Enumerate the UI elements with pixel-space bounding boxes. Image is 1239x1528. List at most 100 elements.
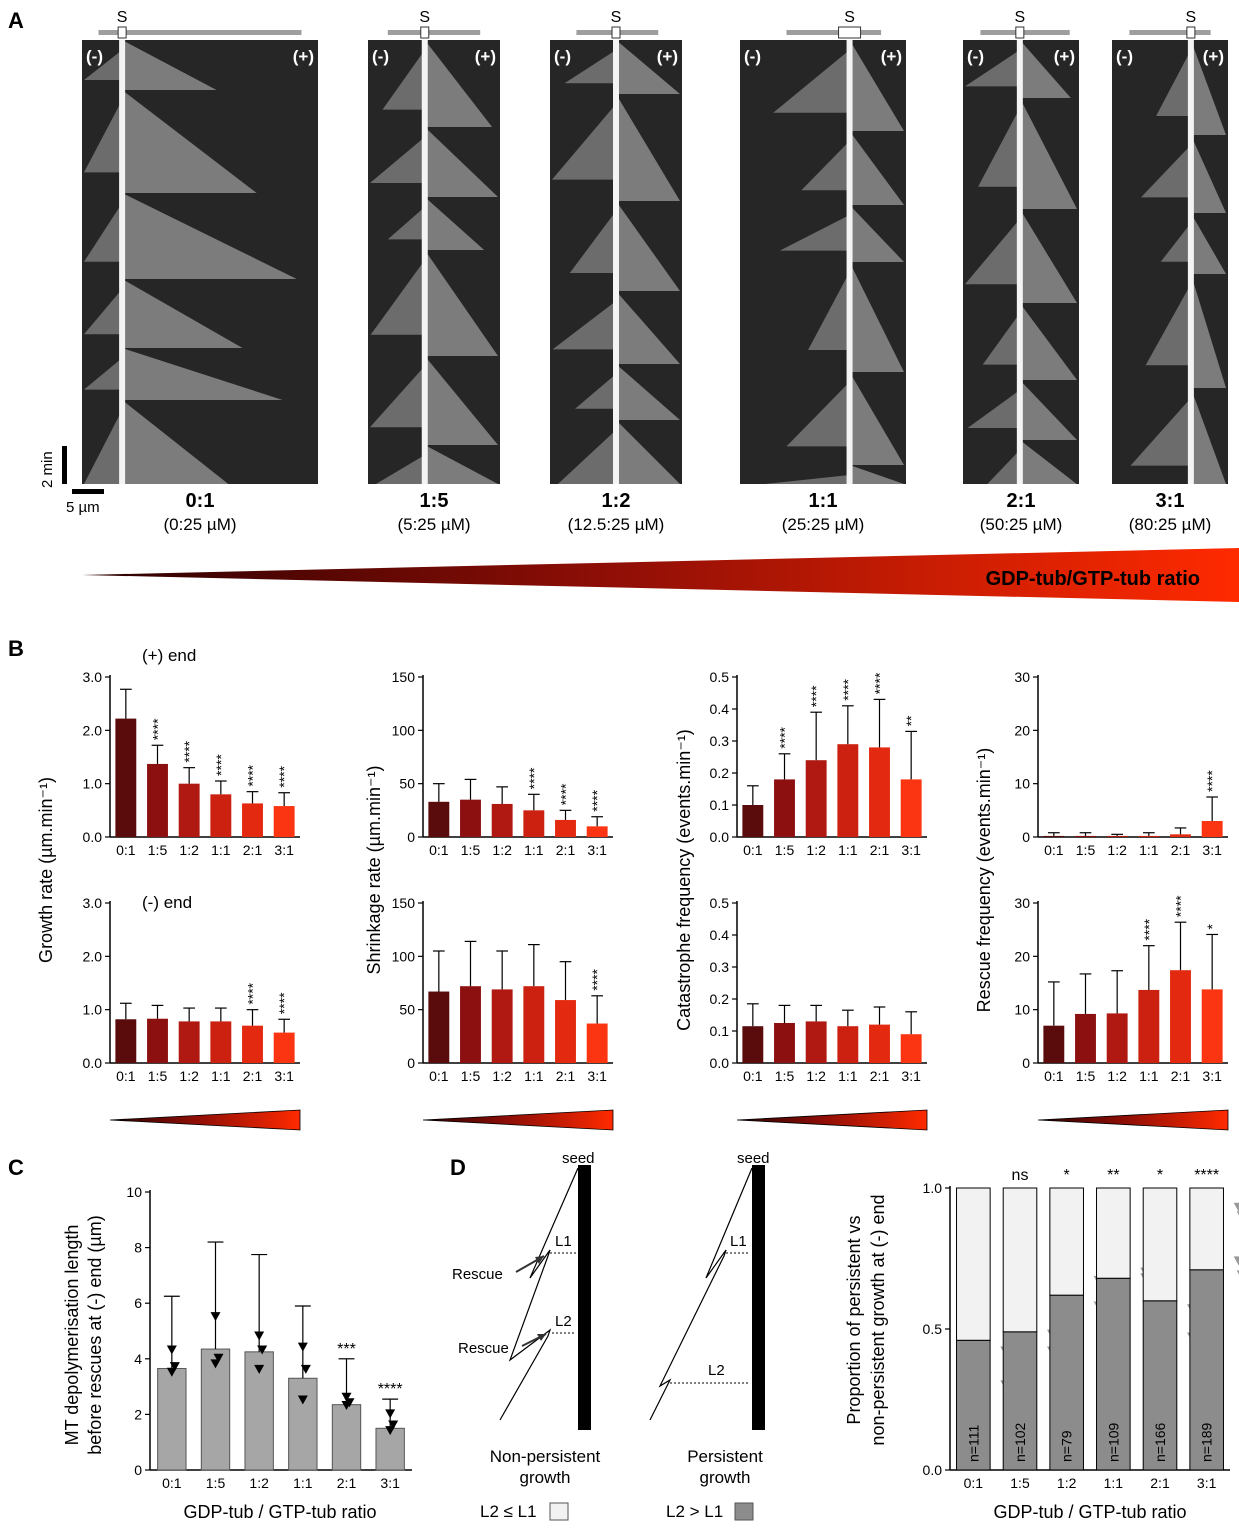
stacked-bar-segment — [956, 1187, 991, 1341]
minus-end-growth-wedge — [1130, 398, 1191, 466]
legend-persistent-swatch — [734, 1502, 754, 1521]
bar — [200, 1348, 231, 1471]
minus-end-growth-wedge — [84, 289, 123, 335]
plus-end-label: (+) end — [142, 646, 196, 665]
length-scale-label: 5 µm — [66, 499, 100, 516]
x-tick-label: 3:1 — [1202, 1068, 1222, 1084]
kymograph-ratio-label: 1:1 — [809, 490, 838, 512]
minus-end-growth-wedge — [375, 455, 425, 484]
y-tick-label: 3.0 — [83, 669, 103, 685]
y-tick-label: 0.5 — [710, 895, 730, 911]
x-tick-label: 1:2 — [1107, 842, 1127, 858]
bar — [157, 1368, 187, 1471]
kymograph-3: S (-) (+) 1:2 (12.5:25 µM) — [550, 9, 682, 534]
bar — [1201, 821, 1223, 837]
shrinkage-rate-minus-end-chart: 0 50 100 150 0:1 1:5 1:2 1:1 2:1 3:1 **** — [392, 895, 613, 1084]
bar — [805, 760, 827, 837]
significance-label: **** — [872, 672, 888, 694]
seed-schematic-bar — [387, 30, 481, 35]
panel-letter-d: D — [450, 1155, 466, 1180]
kymograph-ratio-label: 1:2 — [602, 490, 631, 512]
bar — [1106, 1013, 1128, 1063]
l1-label-nonpersistent: L1 — [555, 1233, 572, 1250]
y-tick-label: 1.0 — [83, 1002, 103, 1018]
y-tick-label: 3.0 — [83, 895, 103, 911]
bar — [900, 1034, 922, 1063]
bar — [523, 810, 545, 837]
seed-signal — [421, 40, 428, 484]
bar — [555, 819, 576, 837]
significance-label: **** — [589, 968, 605, 990]
rescue-frequency-plus-end-chart: 0 10 20 30 0:1 1:5 1:2 1:1 2:1 3:1 **** — [1014, 669, 1228, 858]
seed-label-nonpersistent: seed — [562, 1150, 595, 1167]
x-tick-label: 2:1 — [243, 842, 263, 858]
x-tick-label: 1:1 — [838, 842, 858, 858]
plus-end-growth-wedge — [1019, 209, 1077, 303]
x-tick-label: 1:2 — [249, 1475, 269, 1491]
y-tick-label: 0.5 — [710, 669, 730, 685]
y-tick-label: 0.0 — [83, 829, 103, 845]
panel-d-diagram: seed L1 L2 Rescue Rescue Non-persistent … — [452, 1150, 770, 1521]
y-tick-label: 0.4 — [710, 701, 730, 717]
y-tick-label: 10 — [1014, 1002, 1030, 1018]
bar — [115, 718, 137, 837]
y-tick-label: 2 — [134, 1406, 142, 1422]
plus-end-growth-wedge — [1190, 40, 1226, 135]
y-tick-label: 1.0 — [83, 776, 103, 792]
n-count-label: n=109 — [1105, 1422, 1121, 1462]
seed-schematic-box — [611, 26, 621, 39]
seed-signal — [1187, 40, 1194, 484]
plus-end-label: (+) — [475, 47, 496, 66]
seed-schematic-box — [838, 26, 862, 39]
y-tick-label: 30 — [1014, 895, 1030, 911]
legend-nonpersistent-swatch — [549, 1502, 569, 1521]
minus-end-growth-wedge — [387, 207, 425, 240]
minus-end-growth-wedge — [382, 50, 425, 110]
panel-c-chart: 0 2 4 6 8 10 0:1 1:5 1:2 1:1 2:1 *** 3:1 **** GDP-tub … — [62, 1184, 412, 1522]
data-point-triangle — [341, 1392, 352, 1402]
x-tick-label: 1:2 — [1057, 1475, 1077, 1491]
x-tick-label: 0:1 — [1044, 1068, 1064, 1084]
y-tick-label: 100 — [392, 722, 416, 738]
x-tick-label: 2:1 — [337, 1475, 357, 1491]
l2-label-persistent: L2 — [708, 1362, 725, 1379]
x-tick-label: 3:1 — [587, 842, 607, 858]
seed-label-persistent: seed — [737, 1150, 770, 1167]
seed-schematic-label: S — [1015, 9, 1026, 26]
bar — [242, 1025, 263, 1063]
x-tick-label: 2:1 — [243, 1068, 263, 1084]
minus-end-label: (-) — [554, 47, 571, 66]
minus-end-label: (-) — [372, 47, 389, 66]
bar — [210, 794, 232, 837]
plus-end-growth-wedge — [616, 201, 680, 291]
x-tick-label: 3:1 — [274, 1068, 294, 1084]
seed-schematic-label: S — [844, 9, 855, 26]
plus-end-label: (+) — [1203, 47, 1224, 66]
ratio-gradient-wedge-small — [109, 1109, 301, 1131]
bar — [1138, 835, 1160, 837]
y-tick-label: 0.0 — [923, 1462, 943, 1478]
minus-end-growth-wedge — [808, 272, 850, 350]
ratio-gradient-wedge — [82, 548, 1239, 602]
l2-label-nonpersistent: L2 — [555, 1313, 572, 1330]
bar — [491, 989, 513, 1063]
stacked-bar-segment — [956, 1339, 991, 1471]
y-tick-label: 0.0 — [710, 829, 730, 845]
x-tick-label: 1:2 — [1107, 1068, 1127, 1084]
significance-label: ** — [903, 715, 919, 726]
data-point-triangle — [213, 1353, 224, 1363]
y-tick-label: 2.0 — [83, 722, 103, 738]
x-tick-label: 1:5 — [206, 1475, 226, 1491]
y-tick-label: 0.0 — [83, 1055, 103, 1071]
x-tick-label: 2:1 — [1171, 1068, 1191, 1084]
plus-end-growth-wedge — [424, 197, 485, 250]
y-tick-label: 50 — [399, 776, 415, 792]
significance-label: **** — [1194, 1167, 1219, 1184]
y-tick-label: 0 — [407, 1055, 415, 1071]
y-tick-label: 20 — [1014, 948, 1030, 964]
kymograph-2: S (-) (+) 1:5 (5:25 µM) — [368, 9, 500, 534]
plus-end-growth-wedge — [1190, 274, 1226, 388]
minus-end-growth-wedge — [786, 382, 850, 447]
data-point-triangle — [166, 1367, 177, 1377]
